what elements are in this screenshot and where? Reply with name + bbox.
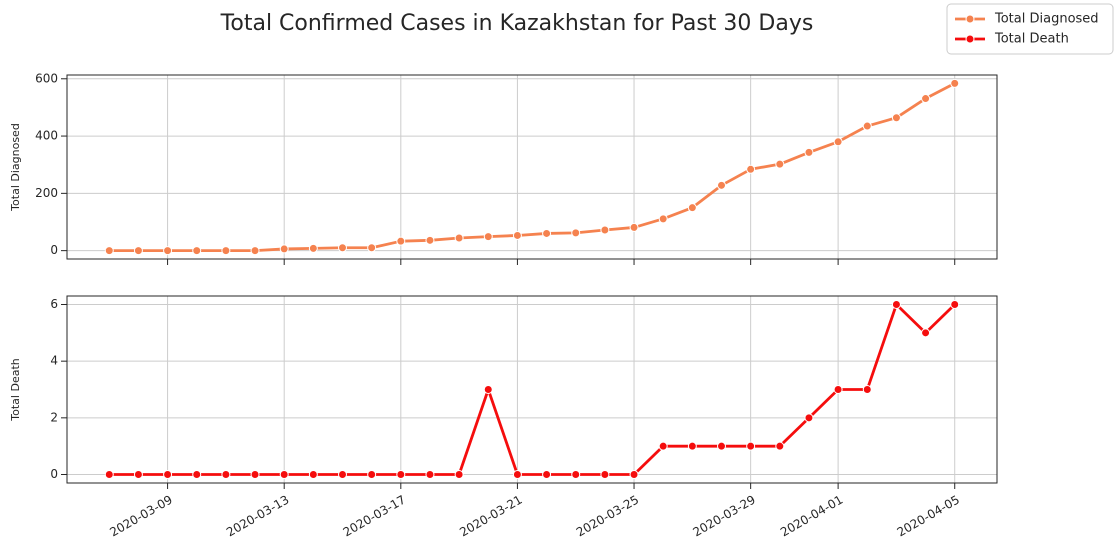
data-point [950,78,960,88]
data-point [425,235,435,245]
y-tick-label: 2 [50,410,58,424]
data-point [279,470,289,479]
data-point [192,246,202,256]
data-point [542,228,552,238]
data-point [338,243,348,253]
data-point [483,385,493,394]
data-point [716,441,726,451]
data-point [367,243,377,253]
x-tick-label: 2020-03-09 [107,493,174,540]
data-point [425,470,435,479]
legend: Total Diagnosed Total Death [946,3,1114,55]
data-point [658,441,668,451]
legend-label: Total Diagnosed [994,12,1099,27]
data-point [571,228,581,238]
data-point [658,214,668,224]
data-point [687,203,697,213]
data-point [163,246,173,256]
axes-frame [66,74,998,260]
data-point [746,441,756,451]
y-tick-label: 400 [35,129,58,143]
y-axis-label: Total Diagnosed [9,123,22,212]
legend-label: Total Death [994,32,1069,47]
data-point [104,470,114,479]
x-tick-label: 2020-03-17 [341,493,408,540]
data-point [571,470,581,479]
data-point [542,470,552,479]
data-point [600,225,610,235]
data-point [250,470,260,479]
data-point [367,470,377,479]
data-point [454,233,464,243]
x-tick-label: 2020-03-21 [457,493,524,540]
data-point [746,164,756,174]
y-tick-label: 0 [50,467,58,481]
data-point [600,470,610,479]
legend-marker [965,14,975,24]
data-point [396,470,406,479]
data-point [192,470,202,479]
data-point [833,137,843,147]
data-point [454,470,464,479]
data-point [804,147,814,157]
data-point [921,328,931,338]
data-point [950,300,960,309]
data-point [221,470,231,479]
legend-marker [965,34,975,44]
data-point [775,441,785,451]
data-point [163,470,173,479]
data-point [833,385,843,394]
series-line [109,303,956,476]
x-tick-label: 2020-03-13 [224,493,291,540]
data-point [921,94,931,104]
data-point [891,113,901,123]
data-point [338,470,348,479]
data-point [512,230,522,240]
x-tick-label: 2020-03-25 [574,493,641,540]
data-point [396,236,406,246]
y-tick-label: 600 [35,71,58,85]
data-point [133,470,143,479]
data-point [104,246,114,256]
data-point [891,300,901,309]
x-tick-label: 2020-03-29 [690,493,757,540]
data-point [716,180,726,190]
y-tick-label: 6 [50,297,58,311]
chart-title: Total Confirmed Cases in Kazakhstan for … [220,11,814,36]
data-point [279,244,289,254]
data-point [221,246,231,256]
y-tick-label: 4 [50,354,58,368]
data-point [629,470,639,479]
axes-frame [66,295,998,484]
y-axis-label: Total Death [9,358,22,421]
data-point [862,121,872,131]
data-point [687,441,697,451]
data-point [308,470,318,479]
legend-frame [946,3,1114,55]
series-line [109,82,956,253]
data-point [862,385,872,394]
data-point [512,470,522,479]
x-tick-label: 2020-04-01 [778,493,845,540]
data-point [629,222,639,232]
data-point [133,246,143,256]
y-tick-label: 0 [50,243,58,257]
data-point [308,243,318,253]
data-point [483,232,493,242]
y-tick-label: 200 [35,186,58,200]
x-tick-label: 2020-04-05 [895,493,962,540]
data-point [804,413,814,423]
data-point [775,159,785,169]
data-point [250,246,260,256]
